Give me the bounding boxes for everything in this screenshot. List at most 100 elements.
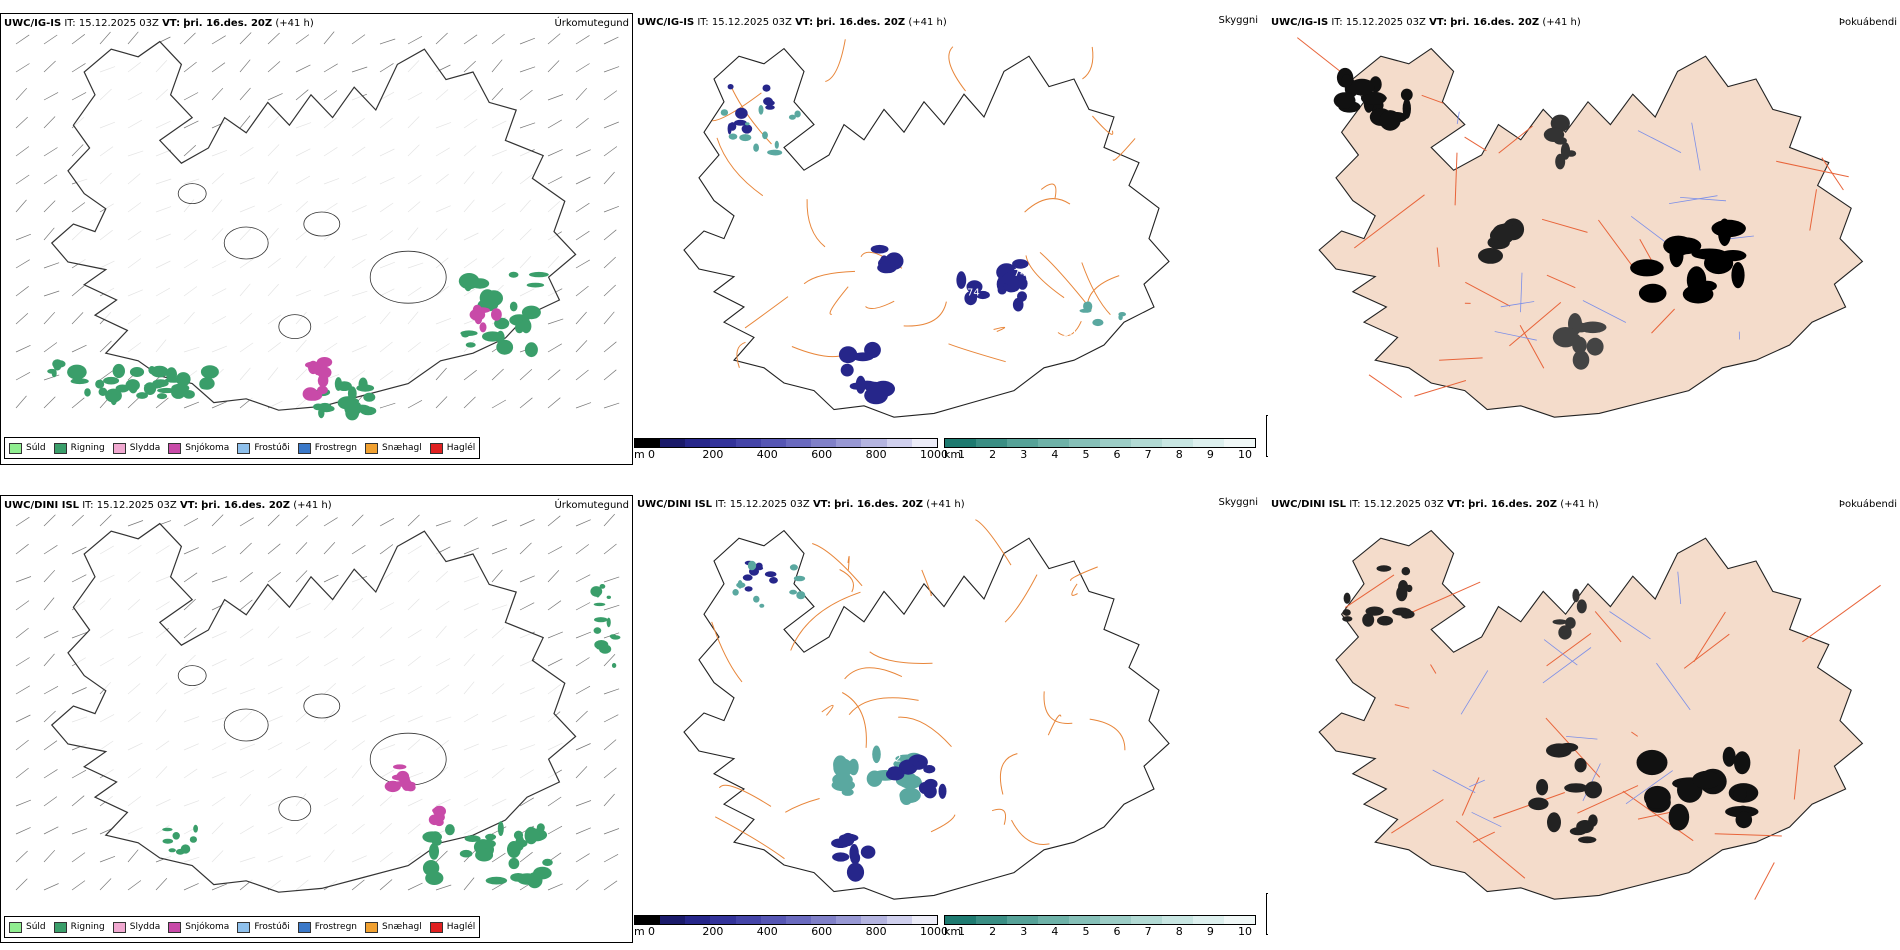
legend-item: Frostregn	[297, 921, 357, 933]
wind-barb	[183, 883, 199, 891]
rain-area	[422, 831, 443, 843]
colorbar-cell	[811, 439, 837, 447]
fog-area	[1722, 746, 1736, 767]
low-visibility-area	[789, 589, 797, 595]
fog-area	[1401, 567, 1411, 576]
legend-label: Frostúði	[254, 443, 290, 453]
wind-barb	[15, 827, 31, 835]
colorbar-unit: m	[634, 448, 645, 461]
river-line	[1637, 130, 1682, 153]
road-line	[716, 137, 764, 197]
wind-barb	[603, 576, 620, 583]
road-line	[1353, 194, 1425, 249]
wind-barb	[575, 710, 588, 723]
wind-barb	[519, 122, 536, 129]
fog-area	[1711, 219, 1746, 238]
river-line	[1469, 779, 1485, 788]
legend-label: Rigning	[70, 922, 105, 932]
wind-barb	[603, 121, 619, 129]
rain-area	[103, 376, 120, 385]
colorbar-cell	[886, 916, 912, 924]
wind-barb	[267, 514, 280, 527]
wind-barb	[351, 545, 366, 555]
road-line	[839, 569, 855, 593]
fog-area	[1574, 758, 1587, 773]
wind-barb	[519, 89, 533, 101]
legend-swatch	[237, 442, 251, 454]
rain-area	[508, 271, 519, 278]
wind-barb	[575, 311, 587, 325]
wind-barb	[519, 369, 533, 381]
wind-barb	[603, 513, 615, 527]
low-ceiling-area	[765, 105, 775, 110]
visibility-colorbar: km 1 2 3 4 5 6 7 8 9 10	[944, 438, 1268, 462]
fog-area	[1543, 127, 1565, 142]
wind-barb	[183, 92, 199, 101]
fog-area	[1564, 783, 1588, 793]
wind-barb	[575, 743, 591, 751]
wind-barb	[43, 374, 60, 381]
wind-barb	[575, 544, 590, 555]
iceland-coastline	[683, 529, 1170, 900]
river-line	[1456, 111, 1460, 125]
ceiling-value-label: 106	[969, 227, 988, 238]
legend-swatch	[53, 921, 67, 933]
rain-area	[445, 824, 455, 836]
wind-barb	[15, 600, 30, 611]
rain-area	[70, 378, 89, 385]
wind-barb	[99, 878, 112, 891]
ceiling-value-label: 101	[796, 323, 815, 334]
glacier-outline	[278, 796, 312, 822]
colorbar-cells	[944, 915, 1256, 925]
ceiling-value-label: 93	[1035, 626, 1048, 637]
wind-barb	[323, 31, 335, 45]
wind-barb	[547, 119, 562, 129]
colorbar-tick: 200	[702, 448, 724, 461]
fog-area	[1342, 609, 1351, 616]
legend-item: Snjókoma	[168, 921, 230, 933]
wind-barb	[127, 520, 144, 527]
colorbar-cell	[660, 916, 686, 924]
colorbar-tick: 400	[756, 448, 778, 461]
low-visibility-area	[732, 589, 739, 596]
colorbar-cell	[1038, 439, 1069, 447]
colorbar-tick: 200	[702, 925, 724, 938]
legend-swatch	[9, 442, 22, 454]
road-line	[1057, 320, 1082, 337]
wind-barb	[183, 517, 199, 527]
wind-barb	[295, 542, 308, 555]
road-line	[1464, 136, 1487, 152]
wind-barb	[71, 63, 86, 73]
wind-barb	[71, 312, 84, 325]
wind-barb	[547, 94, 564, 101]
wind-barb	[323, 542, 336, 555]
colorbar-tick: 1000	[920, 925, 948, 938]
wind-barb	[267, 543, 281, 555]
rain-area	[594, 617, 608, 623]
fog-area	[1362, 613, 1375, 627]
road-line	[785, 798, 820, 813]
wind-barb	[71, 546, 87, 555]
road-line	[1414, 380, 1467, 397]
fog-area	[1586, 337, 1604, 356]
wind-barb	[575, 340, 588, 353]
road-line	[1714, 833, 1782, 837]
colorbar-cell	[710, 439, 736, 447]
wind-barb	[547, 883, 563, 891]
wind-barb	[575, 259, 590, 269]
wind-barb	[71, 631, 88, 639]
legend-label: Snjókoma	[185, 922, 230, 932]
low-visibility-area	[753, 143, 759, 152]
fog-area	[1644, 785, 1671, 809]
ceiling-value-label: 7	[839, 646, 845, 657]
wind-barb	[211, 401, 227, 409]
colorbar-cell	[976, 916, 1007, 924]
low-ceiling-area	[744, 586, 753, 592]
colorbar-cell	[660, 439, 686, 447]
precip-panel-row1: UWC/IG-IS IT: 15.12.2025 03Z VT: þri. 16…	[0, 13, 633, 465]
rain-area	[484, 296, 496, 308]
colorbar-cell	[811, 916, 837, 924]
rain-area	[470, 278, 490, 289]
wind-barb	[239, 32, 252, 45]
wind-barb	[491, 569, 503, 583]
